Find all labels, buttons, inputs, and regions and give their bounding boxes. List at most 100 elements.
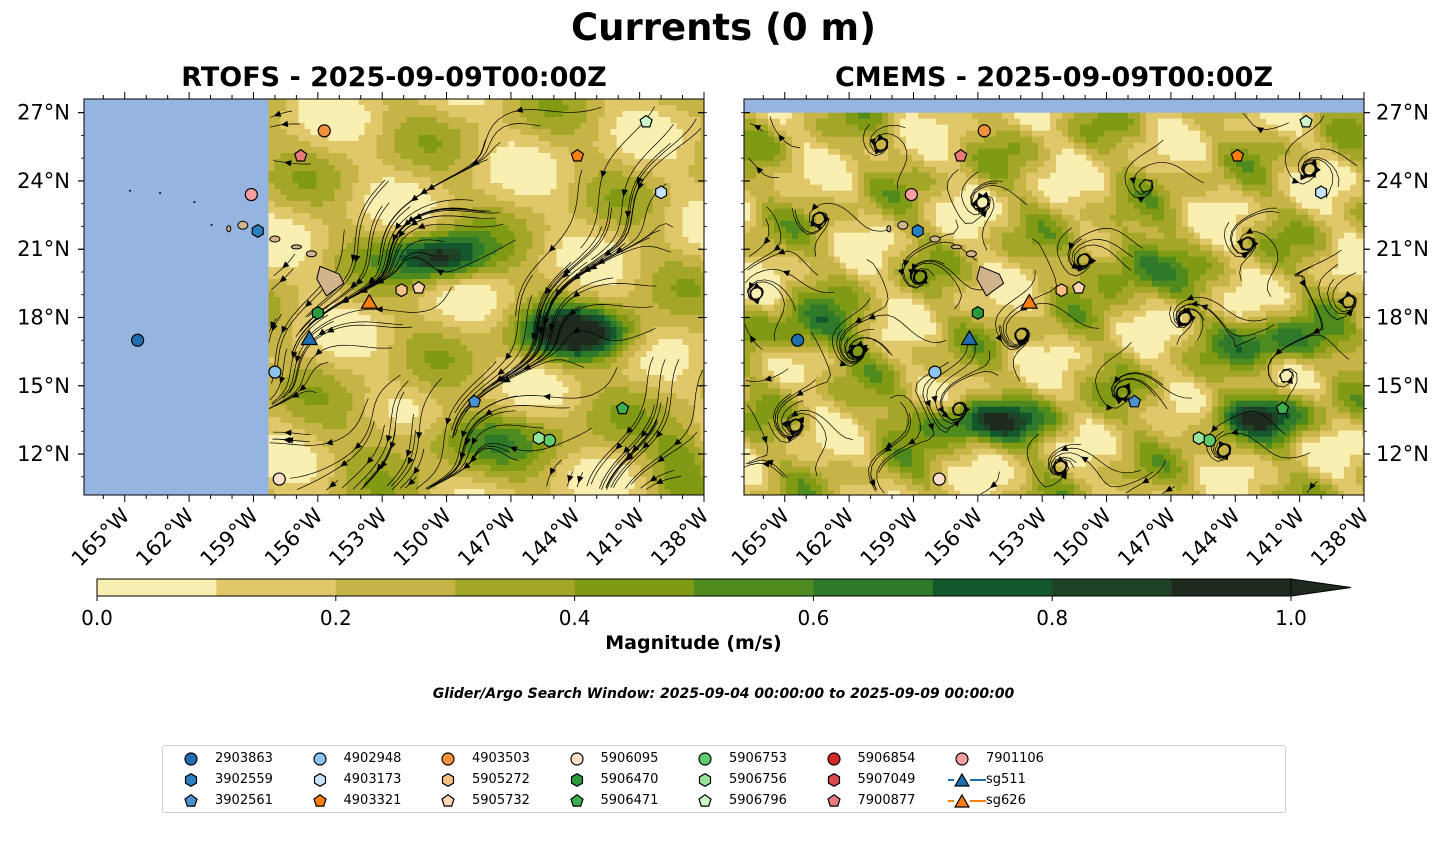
circle-icon xyxy=(569,752,584,766)
legend-label: 3902561 xyxy=(215,793,273,808)
magnitude-field xyxy=(744,112,1364,495)
pentagon-icon xyxy=(826,793,841,807)
legend-label: sg626 xyxy=(986,793,1026,808)
pentagon-icon xyxy=(441,793,455,807)
legend-label: 5907049 xyxy=(857,772,916,787)
colorbar-tick-label: 0.0 xyxy=(81,606,113,630)
legend-label: 4903321 xyxy=(343,793,402,808)
hawaiian-islands xyxy=(226,220,345,297)
colorbar-tick-label: 0.4 xyxy=(559,606,591,630)
colorbar-segment xyxy=(455,579,576,596)
colorbar-segment xyxy=(1052,579,1173,596)
legend-label: 7900877 xyxy=(857,793,916,808)
marker-4903321 xyxy=(1230,148,1245,162)
colorbar: 0.0 0.2 0.4 0.6 0.8 1.0 xyxy=(81,578,1352,630)
lon-tick-label: 138°W xyxy=(1306,503,1374,571)
circle-icon xyxy=(826,752,841,766)
circle-icon xyxy=(184,752,198,766)
marker-4903321 xyxy=(570,148,585,162)
marker-3902559 xyxy=(911,224,924,238)
marker-5906753 xyxy=(542,433,557,447)
marker-7900877 xyxy=(953,148,968,162)
colorbar-segment xyxy=(335,579,456,596)
platform-legend: 2903863 3902559 3902561 4902948 4903173 49033… xyxy=(162,745,1286,813)
lon-tick-label: 165°W xyxy=(727,503,795,571)
legend-label: 5906753 xyxy=(729,751,787,766)
marker-4903503 xyxy=(317,124,331,138)
legend-label: 5905272 xyxy=(472,772,530,787)
marker-5905272 xyxy=(1055,283,1068,298)
lon-tick-label: 150°W xyxy=(1049,503,1117,571)
marker-5906753 xyxy=(1202,433,1217,447)
legend-label: 4903503 xyxy=(472,751,530,766)
lat-tick-label: 18°N xyxy=(1376,305,1429,329)
lat-tick-label: 12°N xyxy=(17,442,70,466)
lon-tick-label: 147°W xyxy=(453,503,521,571)
marker-3902561 xyxy=(467,394,482,408)
marker-4903503 xyxy=(977,124,991,138)
lat-tick-label: 12°N xyxy=(1376,442,1429,466)
lon-tick-label: 159°W xyxy=(196,503,264,571)
pentagon-icon xyxy=(184,793,198,807)
circle-icon xyxy=(698,752,712,766)
marker-5906756 xyxy=(532,431,545,446)
colorbar-segment xyxy=(694,579,814,596)
legend-label: 4902948 xyxy=(343,751,402,766)
marker-sg511 xyxy=(300,329,319,346)
marker-5906095 xyxy=(932,472,946,486)
hexagon-icon xyxy=(441,773,455,787)
hexagon-icon xyxy=(827,773,840,787)
marker-3902561 xyxy=(1127,394,1142,408)
legend-label: 2903863 xyxy=(215,751,273,766)
triangle-icon xyxy=(954,793,970,808)
map-frame xyxy=(743,98,1365,496)
marker-5906095 xyxy=(272,472,286,486)
lat-tick-label: 21°N xyxy=(1376,237,1429,261)
hexagon-icon xyxy=(313,773,326,787)
colorbar-segment xyxy=(574,579,695,596)
map-panel-cmems xyxy=(743,98,1365,496)
colorbar-segment xyxy=(97,579,217,596)
lon-tick-label: 165°W xyxy=(67,503,135,571)
marker-5906796 xyxy=(639,114,653,128)
colorbar-tick-label: 0.6 xyxy=(797,606,829,630)
colorbar-tick-label: 0.2 xyxy=(320,606,352,630)
hexagon-icon xyxy=(698,773,712,787)
lon-tick-label: 162°W xyxy=(791,503,859,571)
lon-tick-label: 159°W xyxy=(856,503,924,571)
marker-2903863 xyxy=(791,333,805,347)
marker-5906756 xyxy=(1192,431,1205,446)
marker-sg626 xyxy=(1020,293,1039,309)
marker-5906471 xyxy=(1275,401,1290,415)
colorbar-segment xyxy=(813,579,934,596)
lat-tick-label: 27°N xyxy=(1376,101,1429,125)
colorbar-tick-label: 1.0 xyxy=(1275,606,1307,630)
legend-label: 5906854 xyxy=(857,751,916,766)
marker-4902948 xyxy=(928,365,942,379)
colorbar-tick-label: 0.8 xyxy=(1036,606,1068,630)
stream-arrows xyxy=(270,106,682,488)
marker-4903173 xyxy=(1314,185,1328,200)
marker-7901106 xyxy=(244,187,258,202)
lat-tick-label: 24°N xyxy=(17,169,70,193)
circle-icon xyxy=(955,752,969,766)
colorbar-segment xyxy=(216,579,337,596)
marker-2903863 xyxy=(131,333,145,347)
legend-label: 5906095 xyxy=(600,751,659,766)
map-frame xyxy=(83,98,705,496)
legend-label: 5905732 xyxy=(472,793,530,808)
legend-label: 3902559 xyxy=(215,772,273,787)
lon-tick-label: 138°W xyxy=(646,503,714,571)
lat-tick-label: 18°N xyxy=(17,305,70,329)
panel-title-rtofs: RTOFS - 2025-09-09T00:00Z xyxy=(181,62,607,93)
marker-5906470 xyxy=(971,305,984,320)
marker-7901106 xyxy=(904,187,918,202)
colorbar-segment xyxy=(932,579,1053,596)
lon-tick-label: 144°W xyxy=(1177,503,1245,571)
legend-label: 5906470 xyxy=(600,772,659,787)
lon-tick-label: 153°W xyxy=(984,503,1052,571)
lon-tick-label: 147°W xyxy=(1113,503,1181,571)
hexagon-icon xyxy=(570,773,583,787)
lon-tick-label: 156°W xyxy=(920,503,988,571)
